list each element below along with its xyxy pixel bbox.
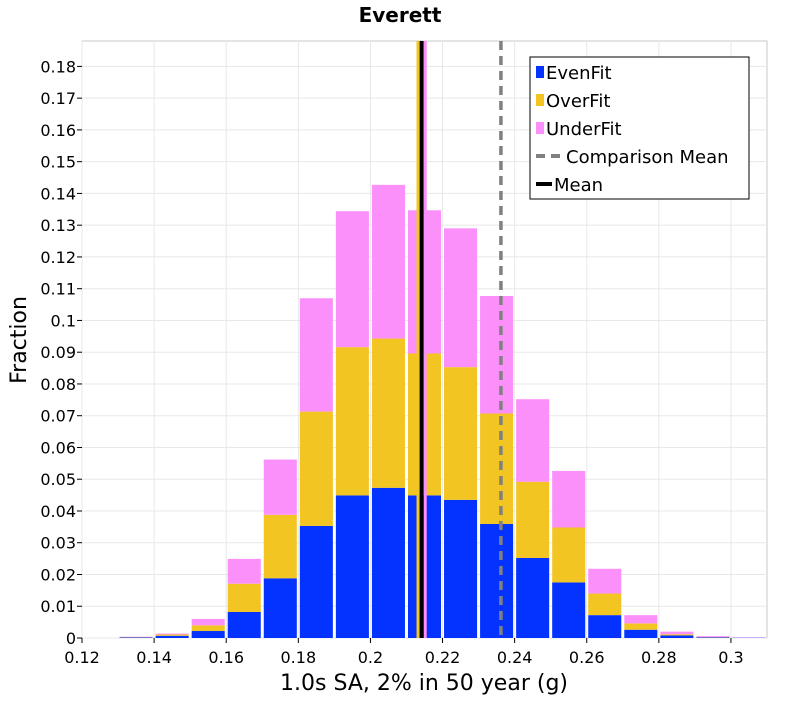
bar-overfit-4: [264, 515, 297, 579]
bar-evenfit-9: [444, 500, 477, 638]
chart-title: Everett: [359, 3, 442, 27]
y-tick-label: 0.08: [40, 375, 76, 394]
x-axis-ticks: 0.12 0.14 0.16 0.18 0.2 0.22 0.24 0.26 0.28 0.3: [64, 638, 743, 667]
bar-underfit-2: [192, 619, 225, 625]
bar-overfit-9: [444, 367, 477, 500]
bar-evenfit-12: [552, 582, 585, 638]
legend-swatch-underfit: [536, 122, 544, 134]
y-axis-ticks: 0 0.01 0.02 0.03 0.04 0.05 0.06 0.07 0.08 0.09 0.1…: [40, 57, 82, 648]
y-axis-title: Fraction: [7, 296, 32, 384]
x-tick-label: 0.2: [358, 648, 383, 667]
bar-evenfit-3: [228, 612, 261, 638]
x-axis-title: 1.0s SA, 2% in 50 year (g): [280, 671, 568, 696]
bar-evenfit-10: [480, 524, 513, 638]
bar-evenfit-1: [156, 636, 189, 638]
y-tick-label: 0.12: [40, 248, 76, 267]
bar-underfit-7: [372, 185, 405, 339]
bar-overfit-12: [552, 527, 585, 582]
bar-evenfit-13: [588, 615, 621, 638]
bar-underfit-13: [588, 569, 621, 594]
bar-overfit-6: [336, 347, 369, 495]
bar-overfit-1: [156, 635, 189, 636]
bar-evenfit-7: [372, 488, 405, 638]
bar-evenfit-2: [192, 631, 225, 638]
y-tick-label: 0.03: [40, 534, 76, 553]
bar-evenfit-4: [264, 578, 297, 638]
bar-overfit-2: [192, 625, 225, 631]
bar-underfit-6: [336, 211, 369, 347]
x-tick-label: 0.14: [136, 648, 172, 667]
bar-underfit-9: [444, 228, 477, 367]
bar-evenfit-15: [660, 635, 693, 638]
bar-evenfit-11: [516, 558, 549, 638]
bar-overfit-10: [480, 413, 513, 524]
legend: EvenFit OverFit UnderFit Comparison Mean Mea…: [530, 57, 749, 199]
y-tick-label: 0.17: [40, 89, 76, 108]
bar-underfit-16: [696, 636, 729, 637]
y-tick-label: 0.18: [40, 57, 76, 76]
bar-underfit-12: [552, 471, 585, 528]
bar-underfit-3: [228, 559, 261, 584]
bar-overfit-5: [300, 412, 333, 526]
bar-evenfit-6: [336, 495, 369, 638]
bar-underfit-10: [480, 296, 513, 413]
legend-label-comparison-mean: Comparison Mean: [566, 147, 729, 168]
bar-underfit-15: [660, 632, 693, 635]
x-tick-label: 0.24: [497, 648, 533, 667]
x-tick-label: 0.26: [569, 648, 605, 667]
x-tick-label: 0.12: [64, 648, 100, 667]
bar-overfit-3: [228, 584, 261, 612]
legend-label-overfit: OverFit: [546, 91, 610, 112]
bar-underfit-1: [156, 634, 189, 635]
bar-overfit-13: [588, 594, 621, 616]
bar-evenfit-0: [120, 637, 153, 638]
bar-evenfit-16: [696, 637, 729, 638]
x-tick-label: 0.28: [641, 648, 677, 667]
bar-underfit-14: [624, 615, 657, 623]
y-tick-label: 0.16: [40, 121, 76, 140]
y-tick-label: 0: [66, 629, 76, 648]
bar-underfit-5: [300, 298, 333, 411]
bar-overfit-11: [516, 482, 549, 558]
legend-swatch-evenfit: [536, 66, 544, 78]
bar-overfit-15: [660, 634, 693, 635]
legend-label-evenfit: EvenFit: [546, 63, 612, 84]
bar-evenfit-5: [300, 526, 333, 638]
y-tick-label: 0.15: [40, 153, 76, 172]
x-tick-label: 0.16: [208, 648, 244, 667]
legend-label-mean: Mean: [554, 175, 603, 196]
y-tick-label: 0.09: [40, 343, 76, 362]
y-tick-label: 0.07: [40, 407, 76, 426]
y-tick-label: 0.14: [40, 184, 76, 203]
x-tick-label: 0.3: [718, 648, 743, 667]
y-tick-label: 0.04: [40, 502, 76, 521]
legend-swatch-overfit: [536, 94, 544, 106]
bar-overfit-7: [372, 339, 405, 488]
y-tick-label: 0.06: [40, 438, 76, 457]
y-tick-label: 0.11: [40, 280, 76, 299]
y-tick-label: 0.01: [40, 597, 76, 616]
x-tick-label: 0.18: [281, 648, 317, 667]
x-tick-label: 0.22: [425, 648, 461, 667]
legend-label-underfit: UnderFit: [546, 119, 622, 140]
bar-evenfit-14: [624, 630, 657, 638]
y-tick-label: 0.13: [40, 216, 76, 235]
bar-underfit-11: [516, 399, 549, 482]
y-tick-label: 0.1: [51, 311, 76, 330]
y-tick-label: 0.02: [40, 565, 76, 584]
bar-overfit-14: [624, 623, 657, 629]
y-tick-label: 0.05: [40, 470, 76, 489]
bar-underfit-4: [264, 460, 297, 515]
